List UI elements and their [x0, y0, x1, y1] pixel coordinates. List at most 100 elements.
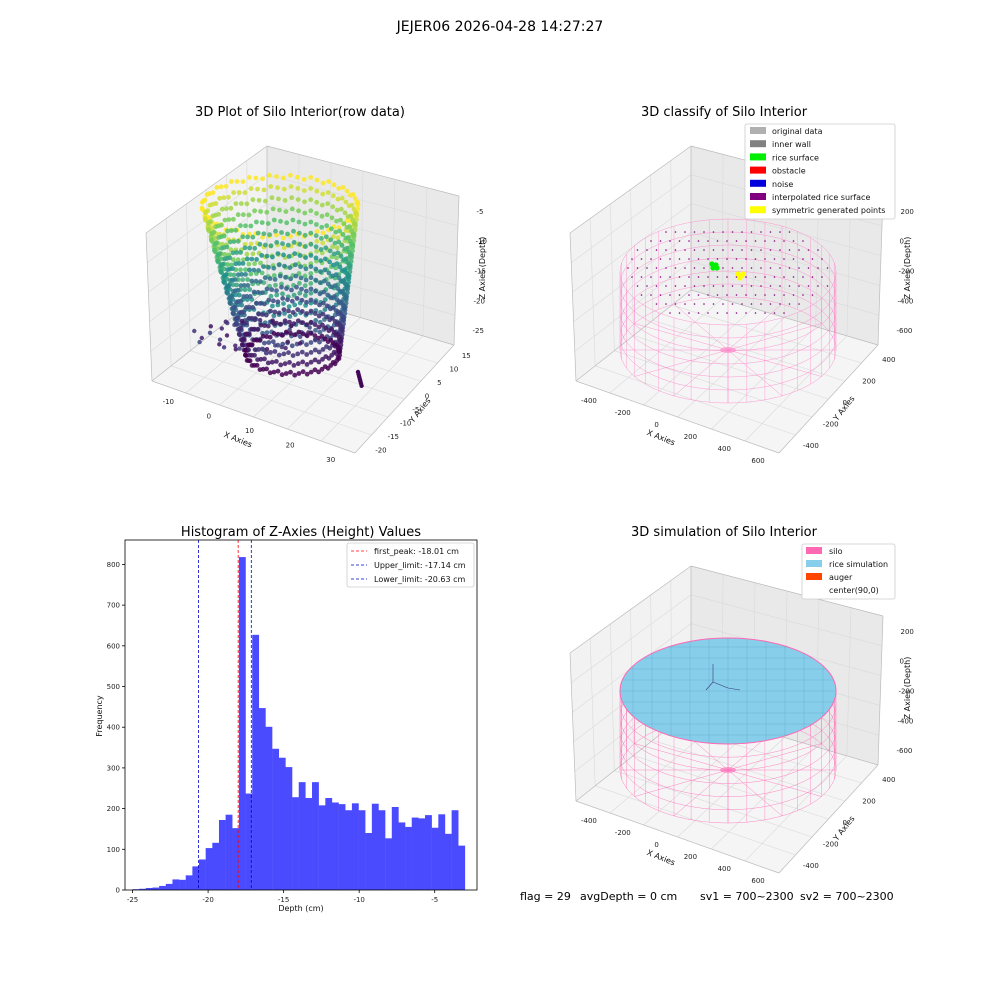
classify-legend-swatch	[750, 140, 766, 148]
raw-data-point	[352, 196, 358, 201]
raw-data-point	[280, 296, 286, 301]
silo-wire-spoke	[634, 769, 729, 797]
interpolated-surface-point	[788, 249, 791, 251]
raw-data-point	[268, 350, 273, 355]
raw-data-point	[308, 219, 314, 225]
raw-data-point	[304, 371, 310, 377]
classify-legend-swatch	[750, 166, 766, 174]
sv1-text: sv1 = 700~2300	[700, 890, 794, 903]
raw-data-point	[279, 284, 284, 290]
interpolated-surface-point	[745, 258, 747, 260]
interpolated-surface-point	[703, 285, 705, 287]
raw-data-point	[323, 354, 329, 359]
classify-plot-x-tick: 200	[684, 433, 697, 441]
raw-data-point	[300, 320, 306, 325]
raw-data-point	[251, 289, 257, 295]
raw-data-point	[354, 217, 359, 223]
histogram-y-tick-label: 800	[107, 561, 120, 569]
raw-data-point	[323, 325, 329, 331]
raw-data-point	[257, 338, 263, 343]
raw-data-point	[234, 179, 240, 184]
raw-data-point	[267, 334, 273, 340]
histogram-bar	[218, 820, 226, 890]
interpolated-surface-point	[636, 249, 639, 251]
raw-data-point	[295, 318, 301, 324]
interpolated-surface-point	[811, 294, 814, 296]
raw-data-point	[346, 273, 351, 279]
raw-data-point	[272, 349, 278, 354]
interpolated-surface-point	[684, 303, 686, 305]
interpolated-surface-point	[769, 285, 772, 287]
histogram-bar	[345, 810, 353, 890]
interpolated-surface-point	[760, 267, 762, 269]
raw-data-point	[275, 299, 281, 305]
raw-data-point	[316, 369, 321, 375]
raw-data-point	[234, 282, 240, 288]
raw-data-point	[244, 358, 250, 363]
raw-data-point	[304, 342, 309, 348]
raw-data-point	[277, 207, 282, 213]
raw-data-point	[238, 298, 244, 304]
raw-data-point	[275, 368, 281, 374]
interpolated-surface-point	[636, 285, 639, 287]
raw-data-point	[283, 209, 289, 215]
interpolated-surface-point	[697, 312, 700, 314]
interpolated-surface-point	[665, 249, 667, 251]
raw-data-point	[249, 363, 255, 368]
raw-data-point	[288, 276, 294, 282]
raw-data-point	[255, 289, 261, 295]
raw-data-point	[322, 278, 327, 284]
raw-data-point	[313, 288, 318, 294]
raw-data-point	[325, 190, 331, 196]
interpolated-surface-point	[631, 276, 633, 278]
raw-data-point	[270, 254, 275, 260]
raw-data-point	[256, 268, 261, 273]
raw-data-point	[250, 234, 256, 240]
raw-plot-y-tick: 15	[462, 352, 471, 360]
symmetric-generated-point	[737, 275, 743, 281]
interpolated-surface-point	[754, 312, 757, 314]
raw-data-point	[319, 213, 325, 219]
raw-data-point	[210, 190, 216, 196]
raw-data-point	[314, 177, 320, 183]
interpolated-surface-point	[707, 258, 709, 260]
classify-legend-swatch	[750, 193, 766, 200]
interpolated-surface-point	[669, 258, 671, 260]
raw-data-point	[236, 261, 242, 266]
histogram-reference-lines	[198, 540, 252, 890]
raw-data-point	[308, 297, 314, 303]
interpolated-surface-point	[821, 276, 823, 278]
raw-data-point	[226, 194, 231, 200]
raw-data-point	[342, 305, 348, 311]
interpolated-surface-point	[722, 303, 724, 305]
raw-data-point	[250, 305, 256, 310]
interpolated-surface-point	[688, 312, 690, 314]
interpolated-surface-point	[788, 285, 791, 287]
grid-line	[614, 350, 813, 418]
box-edge	[151, 380, 356, 454]
raw-data-point	[289, 287, 294, 293]
raw-data-point	[312, 311, 318, 316]
interpolated-surface-point	[811, 276, 814, 278]
interpolated-surface-point	[669, 312, 671, 314]
raw-data-point	[344, 218, 350, 223]
raw-data-point	[244, 294, 250, 299]
raw-data-point	[325, 281, 331, 287]
raw-plot-z-ticks: -5 -10 -15 -20 -25	[473, 208, 487, 335]
interpolated-surface-point	[655, 285, 658, 287]
interpolated-surface-point	[807, 267, 810, 269]
interpolated-surface-point	[750, 249, 753, 251]
interpolated-surface-point	[712, 231, 715, 233]
raw-data-point	[287, 360, 292, 365]
raw-plot-y-tick: -5	[412, 406, 419, 414]
classify-plot-z-tick: 0	[900, 238, 904, 246]
rice-surface-point	[714, 265, 720, 271]
interpolated-surface-point	[764, 294, 766, 296]
histogram-bar	[265, 726, 273, 890]
raw-data-point	[287, 314, 293, 319]
raw-data-point	[324, 344, 329, 349]
histogram-bar	[285, 767, 293, 890]
classify-legend-label: interpolated rice surface	[772, 193, 870, 202]
classify-legend-label: noise	[772, 180, 793, 189]
raw-data-point	[286, 350, 291, 355]
